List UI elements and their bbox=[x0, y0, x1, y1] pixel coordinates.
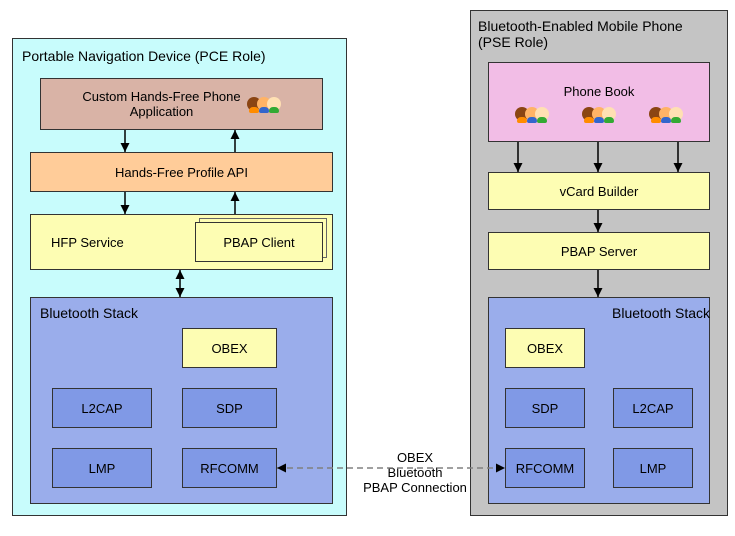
lmp-2-label: LMP bbox=[640, 461, 667, 476]
lmp-1-label: LMP bbox=[89, 461, 116, 476]
l2cap-2-label: L2CAP bbox=[632, 401, 673, 416]
app-box: Custom Hands-Free Phone Application bbox=[40, 78, 323, 130]
obex-2-label: OBEX bbox=[527, 341, 563, 356]
people-icon bbox=[247, 97, 281, 111]
pbap-client-label: PBAP Client bbox=[223, 235, 294, 250]
pse-title: Bluetooth-Enabled Mobile Phone (PSE Role… bbox=[478, 18, 683, 50]
rfcomm-2-box: RFCOMM bbox=[505, 448, 585, 488]
conn-line2: Bluetooth bbox=[355, 465, 475, 480]
pbap-server-label: PBAP Server bbox=[561, 244, 637, 259]
rfcomm-1-box: RFCOMM bbox=[182, 448, 277, 488]
app-label: Custom Hands-Free Phone Application bbox=[82, 89, 240, 119]
vcard-box: vCard Builder bbox=[488, 172, 710, 210]
people-icon bbox=[649, 107, 683, 121]
phonebook-label: Phone Book bbox=[564, 84, 635, 99]
l2cap-2-box: L2CAP bbox=[613, 388, 693, 428]
api-box: Hands-Free Profile API bbox=[30, 152, 333, 192]
conn-line3: PBAP Connection bbox=[355, 480, 475, 495]
people-icon bbox=[582, 107, 616, 121]
pce-title: Portable Navigation Device (PCE Role) bbox=[22, 48, 266, 64]
obex-1-box: OBEX bbox=[182, 328, 277, 368]
bt-stack-2-title: Bluetooth Stack bbox=[612, 305, 710, 321]
sdp-1-label: SDP bbox=[216, 401, 243, 416]
obex-2-box: OBEX bbox=[505, 328, 585, 368]
rfcomm-1-label: RFCOMM bbox=[200, 461, 259, 476]
sdp-2-label: SDP bbox=[532, 401, 559, 416]
l2cap-1-label: L2CAP bbox=[81, 401, 122, 416]
lmp-1-box: LMP bbox=[52, 448, 152, 488]
bt-stack-1-title: Bluetooth Stack bbox=[40, 305, 138, 321]
hfp-label: HFP Service bbox=[51, 235, 124, 250]
l2cap-1-box: L2CAP bbox=[52, 388, 152, 428]
rfcomm-2-label: RFCOMM bbox=[516, 461, 575, 476]
sdp-2-box: SDP bbox=[505, 388, 585, 428]
api-label: Hands-Free Profile API bbox=[115, 165, 248, 180]
phonebook-box: Phone Book bbox=[488, 62, 710, 142]
connection-label: OBEX Bluetooth PBAP Connection bbox=[355, 450, 475, 495]
sdp-1-box: SDP bbox=[182, 388, 277, 428]
pbap-client-box: PBAP Client bbox=[195, 222, 323, 262]
pbap-server-box: PBAP Server bbox=[488, 232, 710, 270]
vcard-label: vCard Builder bbox=[560, 184, 639, 199]
people-icon bbox=[515, 107, 549, 121]
conn-line1: OBEX bbox=[355, 450, 475, 465]
lmp-2-box: LMP bbox=[613, 448, 693, 488]
obex-1-label: OBEX bbox=[211, 341, 247, 356]
